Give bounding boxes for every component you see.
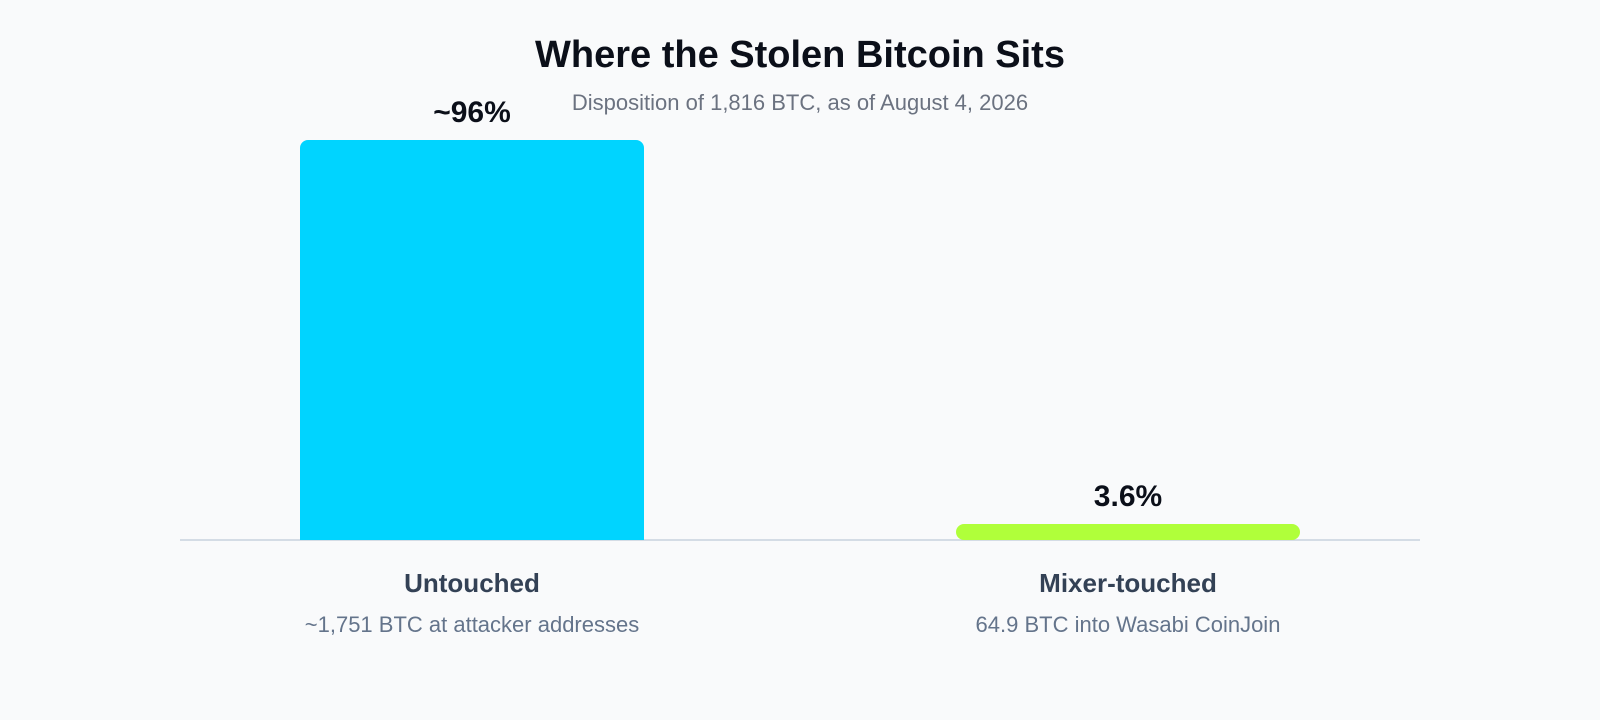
bar-base-fill <box>300 532 644 540</box>
bar-untouched <box>300 140 644 540</box>
bar-mixer-touched <box>956 524 1300 540</box>
category-label: Untouched <box>404 568 540 598</box>
category-label: Mixer-touched <box>1039 568 1217 598</box>
chart-title: Where the Stolen Bitcoin Sits <box>535 34 1065 76</box>
value-label: ~96% <box>433 96 511 129</box>
value-label: 3.6% <box>1094 480 1162 513</box>
category-sublabel: ~1,751 BTC at attacker addresses <box>305 612 639 637</box>
bars-group: ~96% Untouched ~1,751 BTC at attacker addr… <box>300 96 1300 637</box>
category-sublabel: 64.9 BTC into Wasabi CoinJoin <box>976 612 1281 637</box>
chart-subtitle: Disposition of 1,816 BTC, as of August 4… <box>571 90 1029 115</box>
